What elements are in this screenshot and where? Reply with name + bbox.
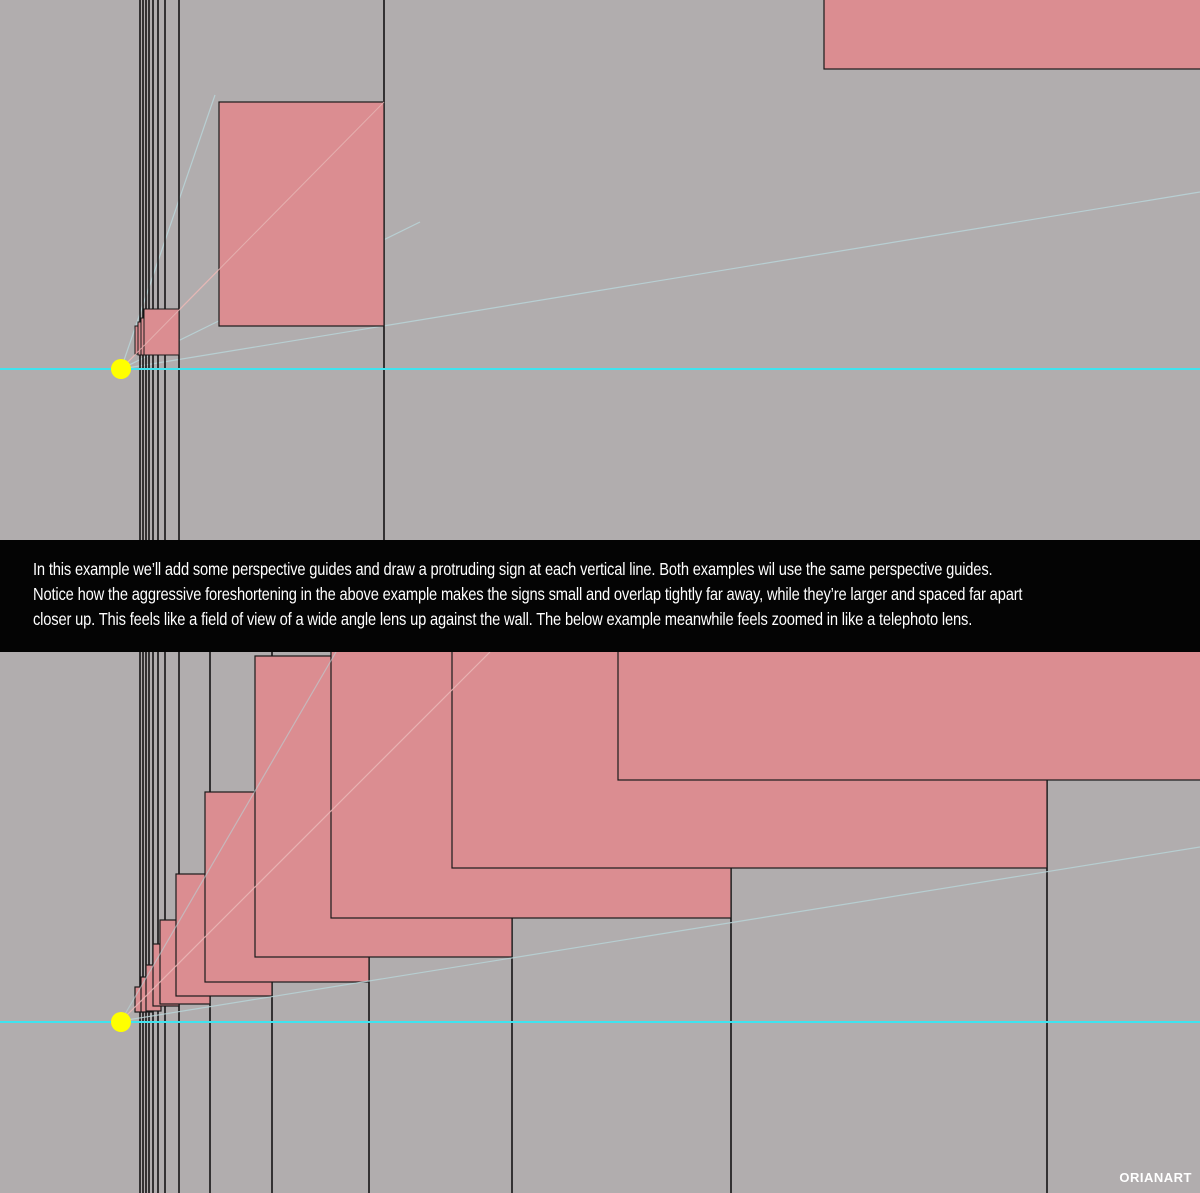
caption-line-3: closer up. This feels like a field of vi…	[33, 609, 973, 629]
caption-line-2: Notice how the aggressive foreshortening…	[33, 584, 1023, 604]
mid-sign	[218, 101, 385, 327]
far-signs	[134, 308, 180, 356]
wide-angle-example	[0, 0, 1200, 540]
yellow-dot-icon	[111, 1012, 131, 1032]
signs	[134, 652, 1200, 1013]
yellow-dot-icon	[111, 359, 131, 379]
caption-line-1: In this example we’ll add some perspecti…	[33, 559, 993, 579]
telephoto-example	[0, 652, 1200, 1193]
caption-bar: In this example we’ll add some perspecti…	[0, 540, 1200, 652]
watermark: ORIANART	[1119, 1170, 1192, 1185]
near-sign	[823, 0, 1200, 70]
perspective-guides	[120, 652, 1200, 1022]
